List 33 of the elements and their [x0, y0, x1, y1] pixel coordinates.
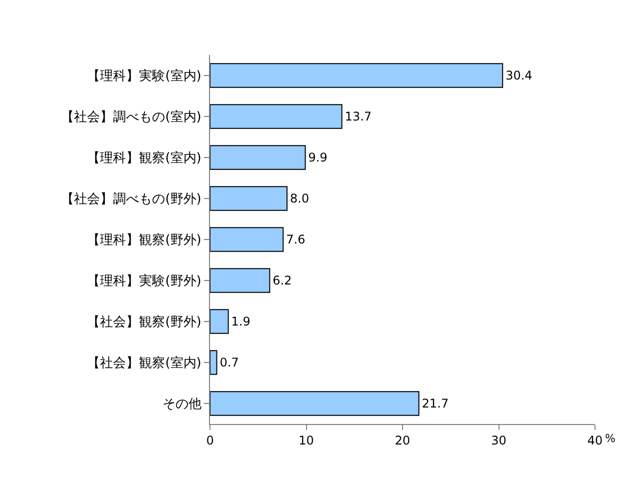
y-tick-label: 【理科】観察(室内): [87, 150, 202, 166]
bar: [210, 350, 218, 375]
bar: [210, 186, 288, 211]
data-label: 1.9: [231, 314, 250, 328]
data-label: 13.7: [344, 110, 372, 124]
y-tick-label: 【理科】観察(野外): [87, 232, 202, 248]
data-label: 21.7: [422, 396, 449, 410]
x-tick-label: 30: [491, 433, 506, 448]
bar: [210, 104, 342, 129]
x-tick-label: 20: [394, 433, 410, 448]
data-label: 9.9: [308, 150, 328, 164]
bar: [210, 391, 420, 416]
y-tick-label: 【社会】調べもの(室内): [61, 109, 202, 126]
bar: [210, 309, 229, 334]
y-tick-label: 【社会】観察(室内): [87, 355, 202, 372]
data-label: 6.2: [272, 274, 292, 288]
bar: [210, 227, 284, 252]
x-tick-label: 0: [206, 433, 214, 448]
y-tick-label: その他: [162, 397, 202, 412]
bar: [210, 63, 504, 88]
data-label: 0.7: [220, 356, 239, 370]
data-label: 7.6: [286, 232, 306, 246]
data-label: 8.0: [290, 192, 310, 206]
data-label: 30.4: [506, 68, 532, 82]
y-tick-label: 【理科】実験(野外): [87, 273, 202, 290]
y-tick-label: 【社会】観察(野外): [87, 314, 202, 330]
x-tick-label: 40: [587, 433, 603, 448]
y-tick-label: 【社会】調べもの(野外): [61, 192, 202, 208]
x-axis-title: %: [605, 432, 616, 445]
bar: [210, 145, 306, 170]
y-tick-label: 【理科】実験(室内): [87, 68, 202, 84]
bar: [210, 268, 270, 293]
x-tick-label: 10: [298, 433, 314, 448]
